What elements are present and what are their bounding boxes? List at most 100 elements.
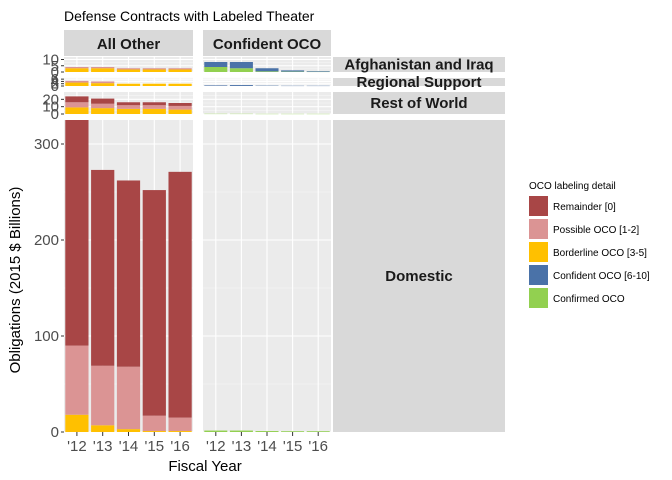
bar-possible-oco-1-2 — [65, 80, 89, 83]
bar-possible-oco-1-2 — [91, 81, 115, 84]
bar-borderline-oco-3-5 — [116, 83, 141, 86]
legend-label: Possible OCO [1-2] — [553, 225, 639, 236]
panel-afghanistan-and-iraq-confident-oco — [203, 57, 331, 73]
row-strip-label: Afghanistan and Iraq — [344, 57, 493, 74]
bar-borderline-oco-3-5 — [91, 108, 115, 114]
bar-borderline-oco-3-5 — [142, 431, 166, 432]
bar-confident-oco-6-10 — [229, 85, 253, 86]
bar-borderline-oco-3-5 — [142, 69, 166, 72]
y-tick-label: 0 — [51, 424, 59, 441]
bar-remainder-0 — [65, 120, 89, 346]
bar-possible-oco-1-2 — [91, 103, 115, 109]
bar-remainder-0 — [142, 190, 166, 416]
bar-remainder-0 — [91, 169, 115, 366]
legend-label: Borderline OCO [3-5] — [553, 248, 647, 259]
bar-confident-oco-6-10 — [204, 85, 228, 86]
bar-remainder-0 — [65, 96, 89, 103]
bar-borderline-oco-3-5 — [168, 109, 192, 114]
bar-borderline-oco-3-5 — [91, 83, 115, 86]
y-tick-label: 10 — [42, 99, 59, 116]
y-tick-label: 4 — [51, 73, 59, 90]
panel-regional-support-confident-oco — [203, 77, 331, 87]
bar-possible-oco-1-2 — [168, 417, 192, 432]
bar-borderline-oco-3-5 — [91, 425, 115, 432]
bar-borderline-oco-3-5 — [65, 107, 89, 114]
bar-confident-oco-6-10 — [229, 62, 253, 69]
legend-label: Confident OCO [6-10] — [553, 271, 650, 282]
y-tick-label: 2 — [51, 76, 59, 93]
row-strip — [333, 78, 505, 86]
bar-borderline-oco-3-5 — [142, 108, 166, 114]
bar-borderline-oco-3-5 — [65, 82, 89, 86]
x-tick-label: '13 — [93, 438, 113, 455]
bar-borderline-oco-3-5 — [116, 69, 141, 72]
bar-borderline-oco-3-5 — [91, 68, 115, 72]
bar-confirmed-oco — [229, 430, 253, 432]
x-tick-label: '13 — [232, 438, 252, 455]
bar-possible-oco-1-2 — [168, 105, 192, 110]
bar-possible-oco-1-2 — [142, 68, 166, 70]
bar-confirmed-oco — [255, 71, 279, 72]
bar-possible-oco-1-2 — [65, 102, 89, 108]
legend-label: Confirmed OCO — [553, 294, 625, 305]
legend: OCO labeling detail Remainder [0] Possible… — [529, 181, 650, 308]
bar-confirmed-oco — [255, 431, 279, 432]
panel-rest-of-world-confident-oco — [203, 92, 331, 115]
bar-borderline-oco-3-5 — [65, 68, 89, 72]
y-tick-label: 0 — [51, 78, 59, 95]
bar-possible-oco-1-2 — [168, 68, 192, 70]
panel-domestic-confident-oco — [203, 120, 331, 433]
bar-remainder-0 — [91, 98, 115, 104]
x-tick-label: '16 — [308, 438, 328, 455]
y-tick-label: 0 — [51, 64, 59, 81]
row-strip-label: Domestic — [385, 268, 453, 285]
bar-remainder-0 — [142, 102, 166, 106]
y-tick-label: 100 — [34, 328, 59, 345]
bar-borderline-oco-3-5 — [142, 83, 166, 86]
bar-possible-oco-1-2 — [142, 105, 166, 109]
y-axis-label: Obligations (2015 $ Billions) — [7, 187, 24, 374]
bar-remainder-0 — [168, 171, 192, 418]
x-tick-label: '14 — [257, 438, 277, 455]
x-tick-label: '12 — [206, 438, 226, 455]
legend-swatch-confirmed-oco — [529, 288, 548, 308]
bar-confident-oco-6-10 — [204, 62, 228, 67]
bar-possible-oco-1-2 — [116, 366, 141, 430]
bar-possible-oco-1-2 — [116, 105, 141, 109]
bar-possible-oco-1-2 — [65, 67, 89, 69]
column-strip-label: Confident OCO — [213, 36, 322, 53]
bar-remainder-0 — [116, 180, 141, 367]
bar-confirmed-oco — [229, 68, 253, 72]
y-tick-label: 5 — [51, 58, 59, 75]
column-strip — [64, 30, 193, 56]
bar-remainder-0 — [116, 102, 141, 106]
chart-title: Defense Contracts with Labeled Theater — [64, 8, 315, 24]
column-strips: All Other Confident OCO — [64, 30, 331, 56]
bar-borderline-oco-3-5 — [65, 414, 89, 432]
bar-confirmed-oco — [204, 67, 228, 72]
row-strip — [333, 92, 505, 114]
y-tick-label: 300 — [34, 136, 59, 153]
legend-swatch-possible-oco-1-2 — [529, 219, 548, 239]
row-strip — [333, 57, 505, 72]
x-axis-label: Fiscal Year — [168, 458, 241, 475]
x-tick-label: '15 — [145, 438, 165, 455]
legend-swatch-confident-oco-6-10 — [529, 265, 548, 285]
bar-possible-oco-1-2 — [65, 345, 89, 415]
y-tick-label: 0 — [51, 106, 59, 123]
bar-borderline-oco-3-5 — [168, 69, 192, 72]
bar-confirmed-oco — [281, 431, 305, 432]
x-tick-label: '16 — [170, 438, 190, 455]
y-tick-label: 20 — [42, 91, 59, 108]
x-axis: '12 '13 '14 '15 '16 '12 '13 '14 '15 '16 — [67, 432, 328, 455]
x-tick-label: '15 — [283, 438, 303, 455]
column-strip — [203, 30, 331, 56]
bar-confident-oco-6-10 — [255, 68, 279, 72]
legend-title: OCO labeling detail — [529, 181, 616, 192]
x-tick-label: '14 — [119, 438, 139, 455]
